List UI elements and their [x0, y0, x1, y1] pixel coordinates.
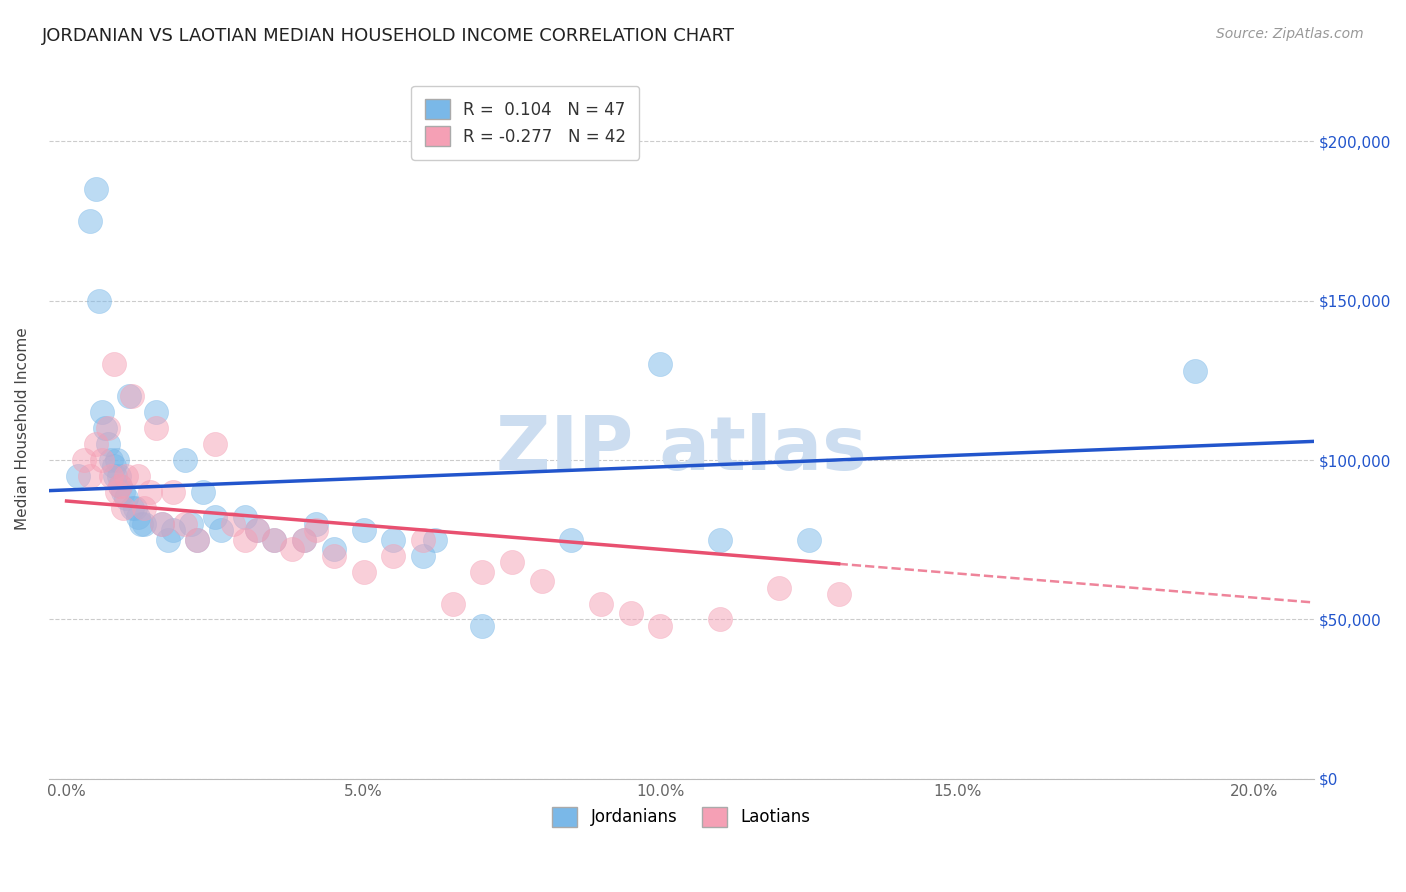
Y-axis label: Median Household Income: Median Household Income — [15, 326, 30, 530]
Legend: Jordanians, Laotians: Jordanians, Laotians — [546, 800, 817, 834]
Point — [292, 533, 315, 547]
Point — [423, 533, 446, 547]
Point — [118, 389, 141, 403]
Point — [709, 533, 731, 547]
Point — [108, 478, 131, 492]
Point — [73, 453, 96, 467]
Point — [412, 549, 434, 563]
Point — [124, 500, 146, 515]
Point — [530, 574, 553, 589]
Point — [145, 421, 167, 435]
Point — [104, 469, 127, 483]
Point — [292, 533, 315, 547]
Point — [650, 619, 672, 633]
Point — [162, 523, 184, 537]
Point — [121, 389, 143, 403]
Point — [797, 533, 820, 547]
Point — [246, 523, 269, 537]
Point — [91, 453, 114, 467]
Point — [150, 516, 173, 531]
Point — [127, 510, 149, 524]
Point — [129, 516, 152, 531]
Point — [305, 523, 328, 537]
Point — [186, 533, 208, 547]
Point — [180, 516, 202, 531]
Point — [471, 619, 494, 633]
Point — [100, 453, 122, 467]
Point — [591, 597, 613, 611]
Point — [412, 533, 434, 547]
Point — [620, 606, 643, 620]
Point — [111, 485, 134, 500]
Point — [441, 597, 464, 611]
Point — [115, 469, 138, 483]
Point — [560, 533, 582, 547]
Point — [650, 358, 672, 372]
Point — [91, 405, 114, 419]
Text: JORDANIAN VS LAOTIAN MEDIAN HOUSEHOLD INCOME CORRELATION CHART: JORDANIAN VS LAOTIAN MEDIAN HOUSEHOLD IN… — [42, 27, 735, 45]
Point — [108, 478, 131, 492]
Point — [97, 437, 120, 451]
Point — [204, 437, 226, 451]
Point — [382, 549, 405, 563]
Point — [132, 500, 155, 515]
Point — [79, 469, 101, 483]
Point — [103, 459, 125, 474]
Point — [827, 587, 849, 601]
Point — [1184, 364, 1206, 378]
Point — [709, 612, 731, 626]
Point — [79, 214, 101, 228]
Point — [322, 542, 344, 557]
Point — [501, 555, 523, 569]
Point — [150, 516, 173, 531]
Point — [322, 549, 344, 563]
Point — [382, 533, 405, 547]
Point — [115, 491, 138, 506]
Point — [67, 469, 90, 483]
Point — [111, 500, 134, 515]
Point — [132, 516, 155, 531]
Text: Source: ZipAtlas.com: Source: ZipAtlas.com — [1216, 27, 1364, 41]
Point — [162, 485, 184, 500]
Point — [156, 533, 179, 547]
Point — [100, 469, 122, 483]
Point — [145, 405, 167, 419]
Point — [174, 453, 197, 467]
Point — [186, 533, 208, 547]
Point — [89, 293, 111, 308]
Point — [233, 533, 256, 547]
Point — [353, 565, 375, 579]
Point — [246, 523, 269, 537]
Point — [121, 500, 143, 515]
Point — [222, 516, 245, 531]
Point — [138, 485, 160, 500]
Point — [108, 469, 131, 483]
Point — [174, 516, 197, 531]
Point — [209, 523, 232, 537]
Point — [768, 581, 790, 595]
Point — [281, 542, 304, 557]
Point — [105, 485, 128, 500]
Point — [353, 523, 375, 537]
Point — [103, 358, 125, 372]
Point — [233, 510, 256, 524]
Point — [204, 510, 226, 524]
Point — [263, 533, 285, 547]
Point — [127, 469, 149, 483]
Point — [105, 453, 128, 467]
Point — [471, 565, 494, 579]
Point — [94, 421, 117, 435]
Point — [84, 182, 107, 196]
Text: ZIP atlas: ZIP atlas — [496, 413, 866, 486]
Point — [305, 516, 328, 531]
Point — [191, 485, 214, 500]
Point — [97, 421, 120, 435]
Point — [84, 437, 107, 451]
Point — [263, 533, 285, 547]
